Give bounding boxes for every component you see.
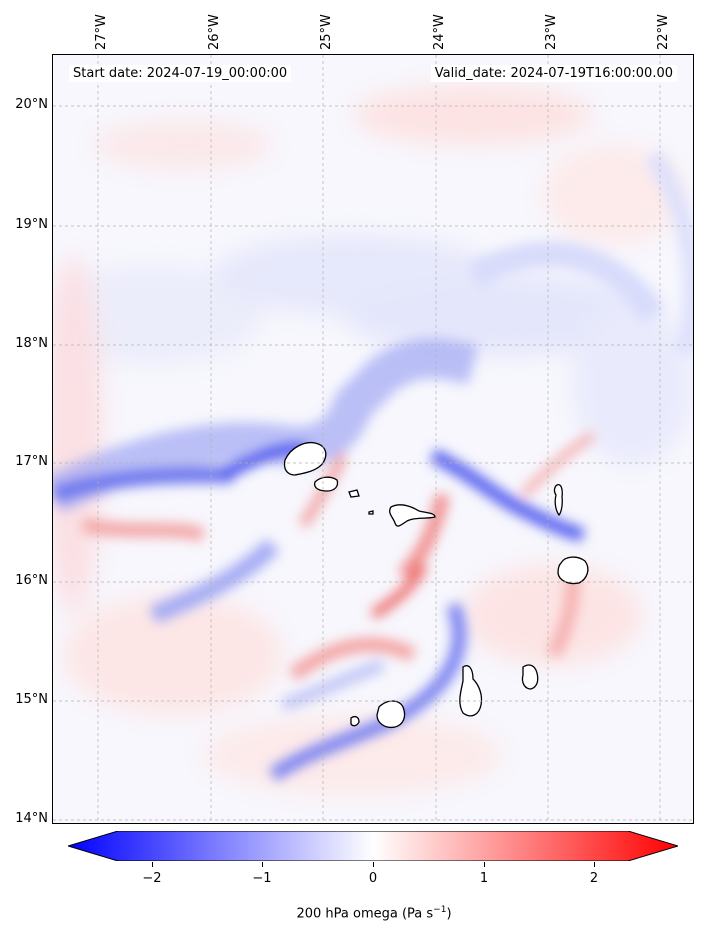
lon-label-22w: 22°W	[656, 14, 671, 50]
colorbar-title-end: )	[446, 906, 452, 922]
island-brava	[350, 715, 360, 727]
lon-label-25w: 25°W	[319, 14, 334, 50]
colorbar-tick-mark	[262, 862, 263, 867]
colorbar-svg	[66, 830, 680, 862]
island-fogo	[376, 700, 406, 729]
omega-field-map	[53, 55, 693, 823]
island-santiago	[459, 665, 483, 717]
colorbar	[66, 830, 680, 862]
island-sao-vicente	[313, 476, 339, 492]
island-sao-nicolau	[389, 504, 436, 527]
gridlines	[53, 55, 693, 823]
island-maio	[521, 664, 539, 690]
colorbar-tick-mark	[152, 862, 153, 867]
colorbar-tick-label: 2	[589, 871, 599, 886]
colorbar-title-text: 200 hPa omega (Pa s	[296, 906, 434, 922]
map-panel: Start date: 2024-07-19_00:00:00 Valid_da…	[52, 54, 694, 824]
lon-label-24w: 24°W	[432, 14, 447, 50]
lat-label-19n: 19°N	[15, 217, 48, 232]
lat-label-17n: 17°N	[15, 454, 48, 469]
island-sal	[553, 483, 563, 516]
colorbar-tick-mark	[484, 862, 485, 867]
lon-label-23w: 23°W	[544, 14, 559, 50]
lat-label-16n: 16°N	[15, 573, 48, 588]
colorbar-tick-label: −1	[252, 871, 272, 886]
colorbar-title: 200 hPa omega (Pa s−1)	[0, 905, 703, 921]
lat-label-20n: 20°N	[15, 97, 48, 112]
colorbar-tick-mark	[373, 862, 374, 867]
lon-label-27w: 27°W	[94, 14, 109, 50]
colorbar-tick-label: 1	[479, 871, 489, 886]
island-boa-vista	[557, 556, 589, 585]
start-date-label: Start date: 2024-07-19_00:00:00	[69, 65, 292, 82]
lat-label-15n: 15°N	[15, 692, 48, 707]
lat-label-14n: 14°N	[15, 811, 48, 826]
colorbar-tick-mark	[594, 862, 595, 867]
island-santa-luzia	[348, 489, 360, 498]
coastlines	[283, 441, 589, 729]
lat-label-18n: 18°N	[15, 336, 48, 351]
island-branco	[368, 510, 374, 515]
lon-label-26w: 26°W	[207, 14, 222, 50]
colorbar-bar	[66, 830, 680, 862]
colorbar-tick-label: −2	[142, 871, 162, 886]
valid-date-label: Valid_date: 2024-07-19T16:00:00.00	[430, 65, 677, 82]
colorbar-title-unit-exponent: −1	[433, 905, 447, 915]
colorbar-tick-label: 0	[368, 871, 378, 886]
